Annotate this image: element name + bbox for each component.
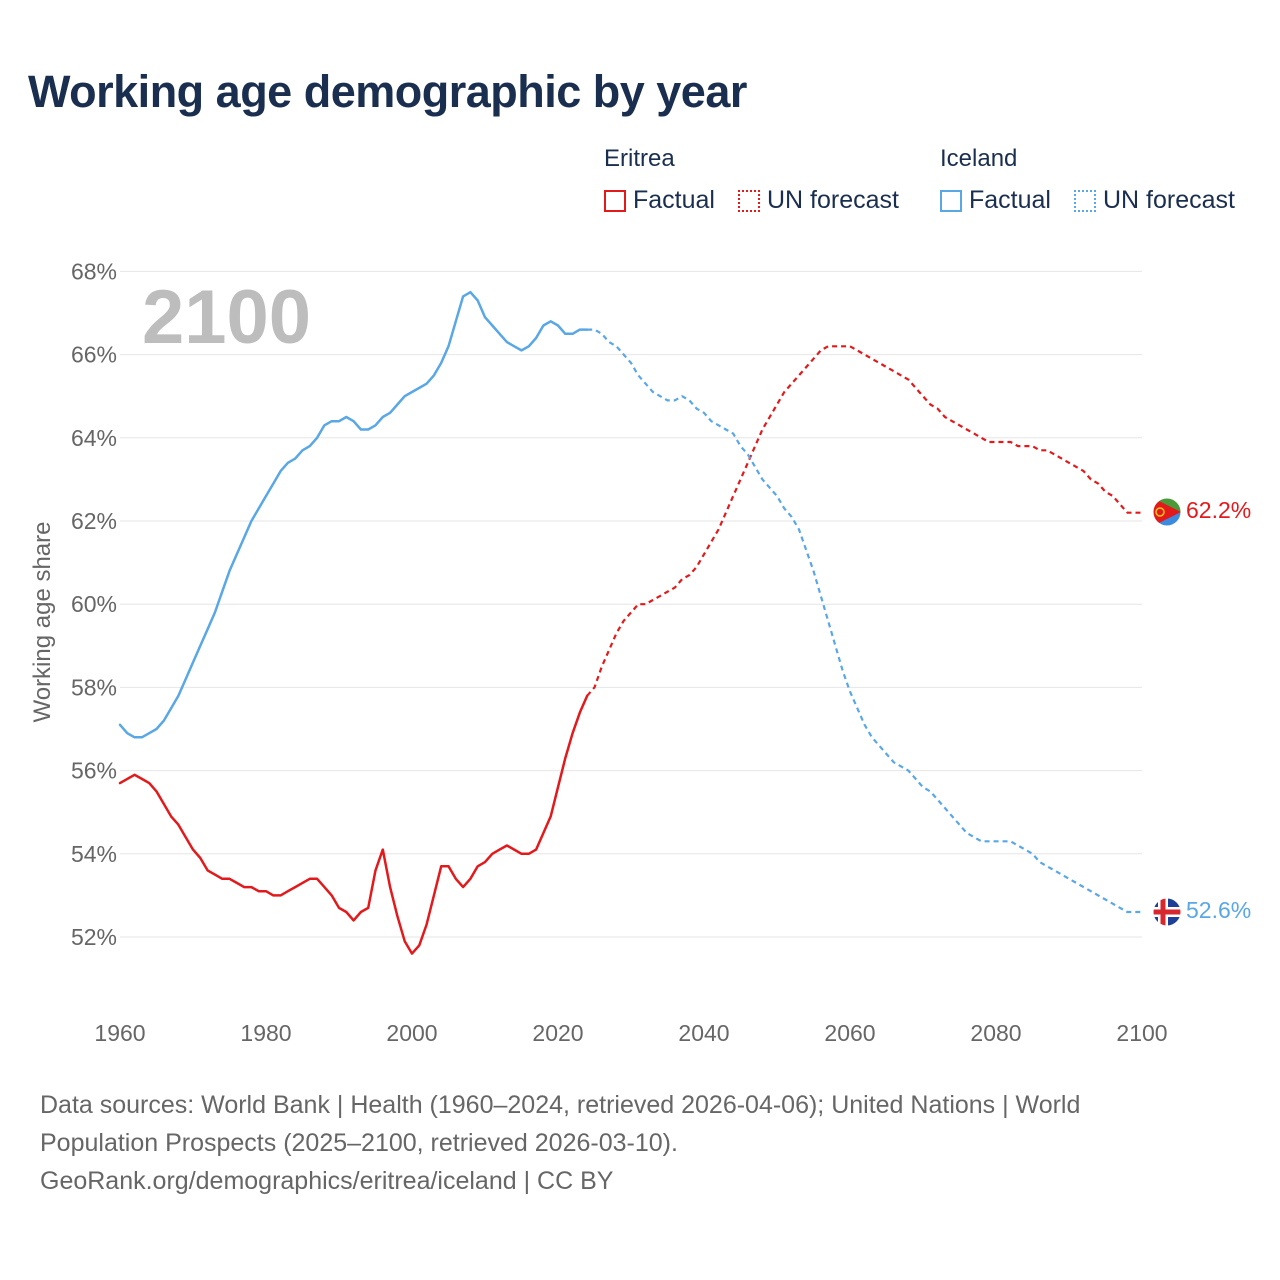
x-tick-label: 2020 bbox=[532, 1020, 583, 1046]
legend-swatch-dotted bbox=[1074, 189, 1096, 212]
y-tick-label: 66% bbox=[71, 342, 117, 368]
x-tick-label: 2080 bbox=[970, 1020, 1021, 1046]
y-tick-label: 56% bbox=[71, 758, 117, 784]
eritrea-end-value: 62.2% bbox=[1186, 497, 1251, 523]
footer-line-1: Data sources: World Bank | Health (1960–… bbox=[40, 1091, 1081, 1119]
x-tick-label: 2100 bbox=[1116, 1020, 1167, 1046]
y-tick-label: 54% bbox=[71, 841, 117, 867]
y-axis-title: Working age share bbox=[29, 522, 56, 723]
x-axis-ticks: 1960 1980 2000 2020 2040 2060 2080 2100 bbox=[94, 1020, 1167, 1046]
line-chart: 52% 54% 56% 58% 60% 62% 64% 66% 68% 1960 1980 2000… bbox=[29, 258, 1251, 1046]
legend-label: UN forecast bbox=[767, 186, 899, 214]
chart-title: Working age demographic by year bbox=[28, 66, 747, 117]
x-tick-label: 2060 bbox=[824, 1020, 875, 1046]
iceland-factual-line bbox=[118, 290, 589, 739]
eritrea-forecast-line bbox=[586, 345, 1142, 697]
legend-swatch-solid bbox=[940, 189, 962, 212]
footer-line-3[interactable]: GeoRank.org/demographics/eritrea/iceland… bbox=[40, 1167, 614, 1195]
legend-swatch-solid bbox=[604, 189, 626, 212]
y-tick-label: 58% bbox=[71, 674, 117, 700]
footer-line-2: Population Prospects (2025–2100, retriev… bbox=[40, 1129, 678, 1157]
x-tick-label: 2040 bbox=[678, 1020, 729, 1046]
legend-label: Factual bbox=[633, 186, 715, 214]
eritrea-flag-icon bbox=[1152, 497, 1182, 527]
series-lines bbox=[118, 290, 1142, 955]
y-tick-label: 60% bbox=[71, 591, 117, 617]
x-tick-label: 2000 bbox=[386, 1020, 437, 1046]
legend-label: Factual bbox=[969, 186, 1051, 214]
legend-swatch-dotted bbox=[738, 189, 760, 212]
grid-lines bbox=[120, 270, 1142, 938]
iceland-end-value: 52.6% bbox=[1186, 897, 1251, 923]
y-tick-label: 52% bbox=[71, 924, 117, 950]
eritrea-factual-line bbox=[118, 694, 589, 955]
legend-label: UN forecast bbox=[1103, 186, 1235, 214]
footer-sources: Data sources: World Bank | Health (1960–… bbox=[40, 1086, 1240, 1200]
y-axis-ticks: 52% 54% 56% 58% 60% 62% 64% 66% 68% bbox=[71, 258, 117, 950]
x-tick-label: 1960 bbox=[94, 1020, 145, 1046]
y-tick-label: 68% bbox=[71, 258, 117, 284]
legend-group-iceland: Iceland bbox=[940, 145, 1018, 172]
legend-group-eritrea: Eritrea bbox=[604, 145, 675, 172]
y-tick-label: 64% bbox=[71, 425, 117, 451]
legend-eritrea-factual[interactable]: Factual bbox=[604, 186, 715, 215]
iceland-forecast-line bbox=[587, 328, 1142, 914]
year-watermark: 2100 bbox=[142, 275, 311, 360]
iceland-flag-icon bbox=[1152, 897, 1182, 927]
legend-iceland-factual[interactable]: Factual bbox=[940, 186, 1051, 215]
y-tick-label: 62% bbox=[71, 508, 117, 534]
legend-eritrea-forecast[interactable]: UN forecast bbox=[738, 186, 899, 215]
x-tick-label: 1980 bbox=[240, 1020, 291, 1046]
legend-iceland-forecast[interactable]: UN forecast bbox=[1074, 186, 1235, 215]
